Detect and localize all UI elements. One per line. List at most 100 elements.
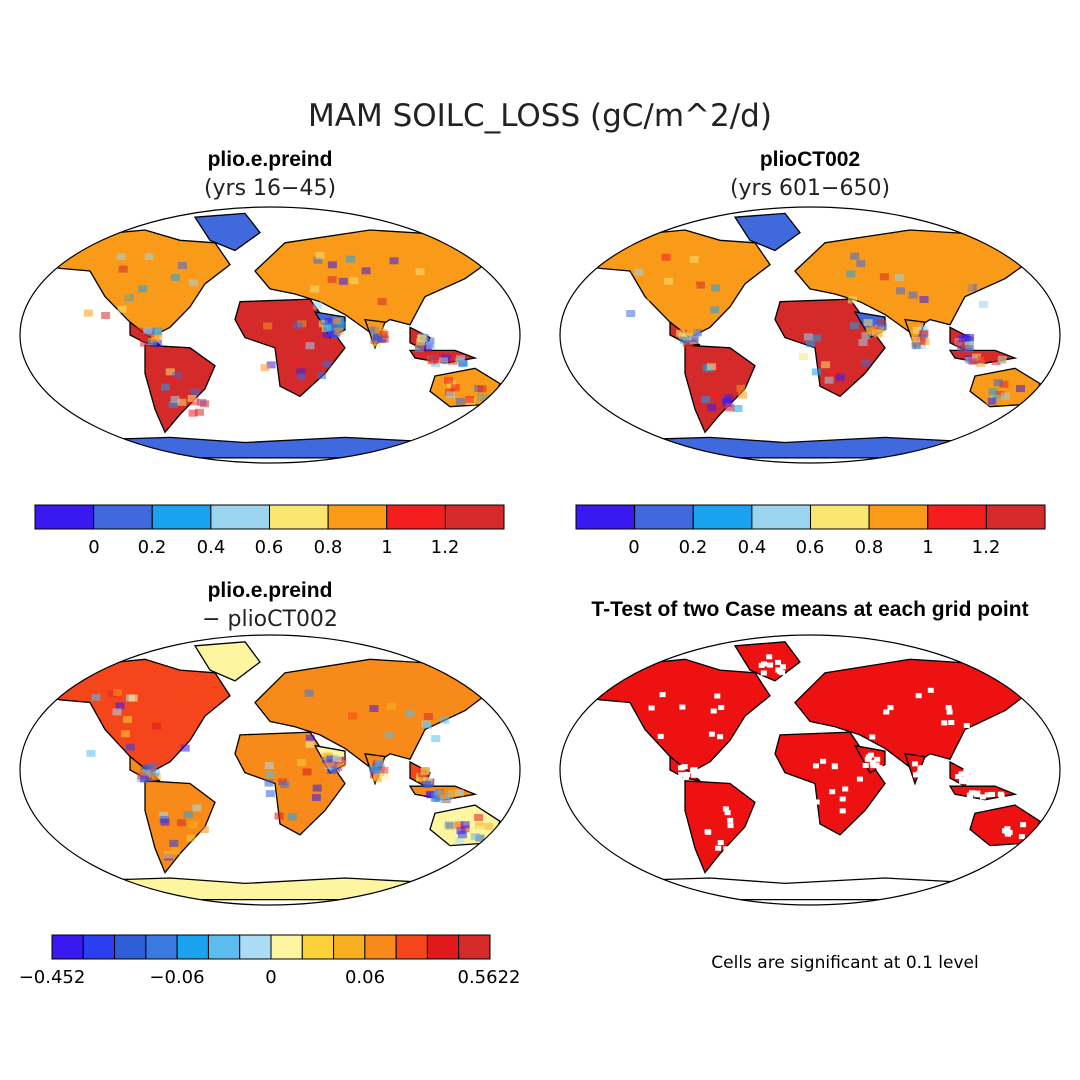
colorbar-tick-label: 0 (265, 967, 276, 988)
field-cell (425, 337, 435, 345)
map-border (19, 206, 521, 464)
insignificant-cell (684, 771, 691, 777)
field-cell (865, 278, 875, 286)
colorbar-swatch (327, 504, 388, 530)
field-cell (918, 325, 928, 333)
land-southamerica (684, 780, 756, 874)
field-cell (170, 274, 180, 281)
insignificant-cell (715, 845, 722, 851)
insignificant-cell (779, 670, 786, 676)
field-cell (725, 404, 735, 412)
colorbar-tick-label: −0.06 (149, 967, 204, 988)
field-cell (389, 257, 399, 265)
field-cell (689, 335, 699, 343)
colorbar-swatch (51, 934, 84, 960)
significance-note: Cells are significant at 0.1 level (711, 953, 978, 973)
field-cell (370, 767, 380, 775)
field-cell (1016, 385, 1025, 393)
field-cell (300, 337, 310, 345)
colorbar-swatch (444, 504, 505, 530)
field-cell (478, 393, 488, 400)
field-cell (372, 775, 382, 783)
field-cell (169, 839, 179, 847)
colorbar-swatch (239, 934, 272, 960)
panel-2-pliocene: plioCT002 (yrs 601−650) 0 0.2 0.4 0.6 0.… (559, 148, 1061, 558)
insignificant-cell (989, 791, 995, 797)
insignificant-cell (869, 759, 876, 765)
field-cell (916, 342, 926, 349)
colorbar-swatch (34, 504, 95, 530)
field-cell (264, 762, 274, 769)
field-cell (858, 339, 868, 346)
field-cell (186, 834, 196, 842)
panel-1-colorbar (34, 504, 505, 530)
field-cell (458, 360, 468, 368)
land-northamerica (43, 658, 231, 774)
field-cell (440, 716, 450, 724)
field-cell (168, 400, 178, 408)
field-cell (995, 391, 1005, 398)
field-cell (416, 338, 426, 346)
field-cell (456, 355, 466, 363)
colorbar-swatch (751, 504, 812, 530)
field-cell (710, 306, 720, 314)
field-cell (135, 312, 145, 320)
insignificant-cell (873, 762, 880, 768)
field-cell (293, 321, 303, 329)
field-cell (693, 329, 702, 337)
field-cell (327, 261, 337, 269)
insignificant-cell (958, 771, 965, 777)
field-cell (638, 251, 648, 259)
field-cell (661, 253, 671, 261)
field-cell (425, 341, 435, 349)
insignificant-cell (767, 662, 773, 668)
field-cell (474, 814, 484, 821)
field-cell (304, 689, 314, 697)
field-cell (297, 759, 307, 767)
field-cell (313, 302, 323, 310)
field-cell (384, 731, 394, 739)
insignificant-cell (737, 840, 744, 846)
insignificant-cell (1018, 834, 1025, 840)
field-cell (979, 300, 988, 308)
colorbar-swatch (364, 934, 397, 960)
insignificant-cell (883, 709, 890, 715)
field-cell (152, 722, 161, 730)
field-cell (964, 345, 974, 353)
field-cell (446, 391, 456, 399)
field-cell (454, 821, 464, 829)
panel-1-preind: plio.e.preind (yrs 16−45) 0 0.2 0.4 0.6 … (19, 148, 521, 558)
land-antarctica (68, 877, 481, 901)
field-cell (330, 765, 340, 773)
field-cell (916, 337, 926, 345)
field-cell (373, 334, 383, 342)
field-cell (805, 340, 815, 348)
field-cell (466, 377, 476, 385)
field-cell (121, 730, 130, 738)
field-cell (151, 773, 161, 781)
field-cell (689, 256, 699, 263)
field-cell (310, 285, 320, 293)
land-southamerica (144, 344, 216, 434)
panel-2-title: plioCT002 (760, 148, 860, 171)
field-cell (379, 766, 389, 774)
field-cell (159, 811, 169, 819)
panel-1-map (19, 206, 521, 464)
colorbar-tick-label: 0.8 (855, 537, 884, 558)
field-cell (733, 405, 743, 412)
land-greenland (193, 641, 261, 682)
insignificant-cell (967, 794, 974, 800)
field-cell (798, 353, 808, 360)
insignificant-cell (959, 776, 966, 782)
field-cell (664, 277, 674, 285)
field-cell (183, 811, 193, 819)
insignificant-cell (869, 734, 876, 740)
field-cell (965, 333, 975, 341)
field-cell (430, 794, 440, 802)
field-cell (912, 327, 922, 334)
field-cell (444, 376, 453, 384)
field-cell (955, 339, 965, 347)
field-cell (405, 710, 415, 718)
field-cell (850, 252, 860, 260)
field-cell (379, 331, 389, 338)
